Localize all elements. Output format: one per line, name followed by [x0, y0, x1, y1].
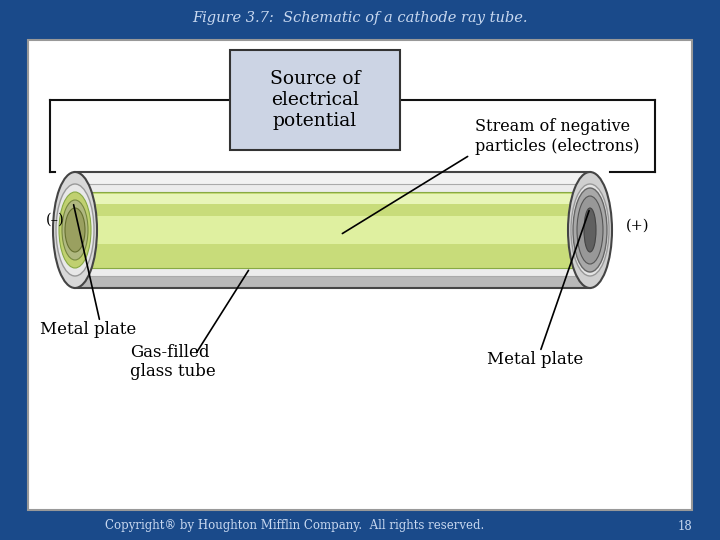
Ellipse shape [577, 196, 603, 264]
Ellipse shape [65, 208, 85, 252]
Ellipse shape [56, 184, 94, 276]
Bar [75, 194, 590, 204]
Bar [75, 186, 590, 220]
Bar [75, 240, 590, 274]
Ellipse shape [571, 184, 609, 276]
Ellipse shape [568, 172, 612, 288]
Bar [75, 220, 590, 240]
Bar [75, 172, 590, 186]
Ellipse shape [62, 200, 88, 260]
Bar [75, 216, 590, 244]
Bar [230, 50, 400, 150]
Bar [75, 274, 590, 288]
Text: Stream of negative
particles (electrons): Stream of negative particles (electrons) [475, 118, 639, 155]
Text: (–): (–) [45, 213, 64, 227]
Text: Source of
electrical
potential: Source of electrical potential [270, 70, 360, 130]
Bar [75, 184, 590, 276]
Text: Gas-filled
glass tube: Gas-filled glass tube [130, 343, 216, 380]
Ellipse shape [59, 192, 91, 268]
Text: Metal plate: Metal plate [487, 352, 583, 368]
Text: 18: 18 [678, 519, 693, 532]
Text: Metal plate: Metal plate [40, 321, 136, 339]
Ellipse shape [573, 188, 607, 272]
Text: Copyright® by Houghton Mifflin Company.  All rights reserved.: Copyright® by Houghton Mifflin Company. … [105, 519, 485, 532]
Ellipse shape [584, 208, 596, 252]
Bar [75, 192, 590, 268]
Bar [28, 40, 692, 510]
Text: (+): (+) [626, 219, 649, 233]
Text: Figure 3.7:  Schematic of a cathode ray tube.: Figure 3.7: Schematic of a cathode ray t… [192, 11, 528, 25]
Ellipse shape [53, 172, 97, 288]
